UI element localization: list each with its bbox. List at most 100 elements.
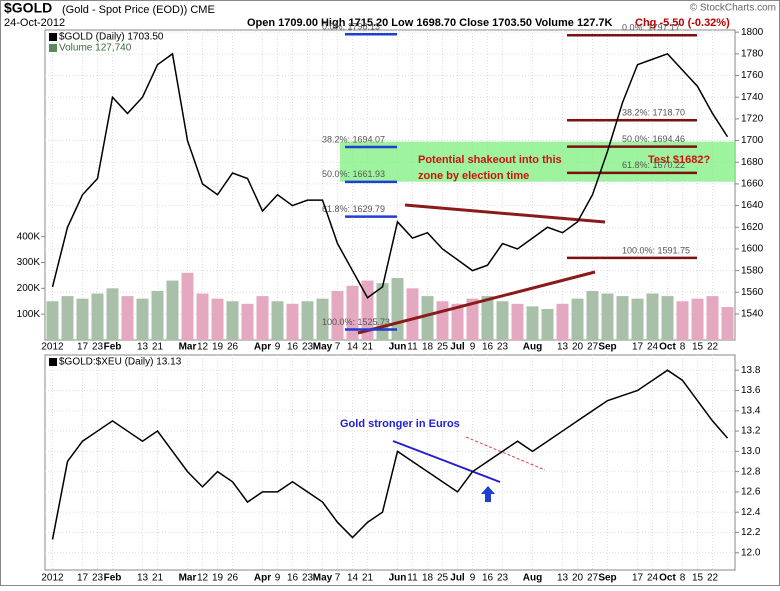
y-tick-label: 1740 bbox=[741, 92, 764, 103]
volume-bar bbox=[661, 296, 674, 340]
legend-swatch bbox=[49, 33, 57, 41]
y-tick-label: 1640 bbox=[741, 200, 764, 211]
y-tick-label: 1780 bbox=[741, 48, 764, 59]
annotation: zone by election time bbox=[418, 170, 529, 182]
x-tick-label: 14 bbox=[347, 573, 359, 584]
volume-bar bbox=[721, 307, 734, 340]
x-tick-label: 21 bbox=[362, 342, 374, 353]
fib-label: 50.0%: 1694.46 bbox=[622, 134, 685, 144]
x-tick-label: Sep bbox=[598, 573, 616, 584]
y-tick-label: 1760 bbox=[741, 70, 764, 81]
x-tick-label: 14 bbox=[347, 342, 359, 353]
price-line bbox=[51, 52, 729, 299]
x-tick-label: 17 bbox=[632, 342, 644, 353]
volume-bar bbox=[376, 283, 389, 340]
x-tick-label: 7 bbox=[335, 342, 341, 353]
y-tick-label: 12.2 bbox=[741, 527, 761, 538]
x-tick-label: 21 bbox=[152, 342, 164, 353]
legend-swatch bbox=[49, 358, 57, 366]
fib-label: 38.2%: 1694.07 bbox=[322, 134, 385, 144]
x-tick-label: Oct bbox=[659, 573, 676, 584]
legend: $GOLD:$XEU (Daily) 13.13 bbox=[59, 357, 182, 368]
volume-bar bbox=[631, 298, 644, 340]
volume-legend: Volume 127,740 bbox=[59, 43, 132, 54]
x-tick-label: 16 bbox=[287, 342, 299, 353]
fib-label: 0.0%: 1798.13 bbox=[322, 22, 380, 32]
volume-bar bbox=[196, 293, 209, 340]
volume-bar bbox=[331, 290, 344, 340]
x-tick-label: 12 bbox=[197, 573, 209, 584]
annotation: Potential shakeout into this bbox=[418, 154, 562, 166]
x-tick-label: 21 bbox=[152, 573, 164, 584]
x-tick-label: 11 bbox=[407, 342, 418, 353]
volume-bar bbox=[316, 298, 329, 340]
fib-label: 100.0%: 1591.75 bbox=[622, 245, 690, 255]
y-tick-label: 1560 bbox=[741, 287, 764, 298]
x-tick-label: Sep bbox=[598, 342, 616, 353]
x-tick-label: 9 bbox=[275, 342, 281, 353]
x-tick-label: 17 bbox=[632, 573, 644, 584]
x-tick-label: 15 bbox=[692, 342, 704, 353]
x-tick-label: 22 bbox=[707, 342, 719, 353]
y2-tick-label: 200K bbox=[17, 283, 41, 294]
x-tick-label: 26 bbox=[227, 573, 239, 584]
trendline bbox=[465, 436, 546, 471]
x-tick-label: Aug bbox=[523, 573, 542, 584]
x-tick-label: 23 bbox=[497, 573, 509, 584]
x-tick-label: Jun bbox=[389, 342, 407, 353]
trendline bbox=[404, 203, 606, 224]
watermark: © StockCharts.com bbox=[690, 3, 776, 14]
trendline bbox=[392, 440, 501, 483]
volume-bar bbox=[211, 298, 224, 340]
volume-bar bbox=[616, 296, 629, 340]
volume-bar bbox=[151, 290, 164, 340]
x-tick-label: 16 bbox=[287, 573, 299, 584]
x-tick-label: 18 bbox=[422, 342, 434, 353]
y-tick-label: 13.0 bbox=[741, 446, 761, 457]
y-tick-label: 1660 bbox=[741, 179, 764, 190]
price-line bbox=[51, 369, 729, 540]
x-tick-label: 13 bbox=[557, 573, 569, 584]
plot-frame bbox=[44, 354, 736, 571]
legend: $GOLD (Daily) 1703.50 bbox=[59, 32, 164, 43]
volume-bar bbox=[466, 298, 479, 340]
x-tick-label: 18 bbox=[422, 573, 434, 584]
x-tick-label: 19 bbox=[212, 342, 224, 353]
x-tick-label: 24 bbox=[647, 342, 659, 353]
x-tick-label: 27 bbox=[587, 342, 599, 353]
volume-bar bbox=[571, 298, 584, 340]
volume-bar bbox=[541, 309, 554, 340]
trendline bbox=[357, 270, 596, 335]
x-tick-label: 13 bbox=[137, 342, 149, 353]
volume-bar bbox=[241, 303, 254, 340]
volume-bar bbox=[511, 303, 524, 340]
zone bbox=[340, 141, 735, 182]
volume-bar bbox=[601, 293, 614, 340]
x-tick-label: 16 bbox=[482, 342, 494, 353]
volume-bar bbox=[136, 298, 149, 340]
y-tick-label: 13.2 bbox=[741, 426, 761, 437]
x-tick-label: Jul bbox=[450, 342, 465, 353]
x-tick-label: Feb bbox=[104, 342, 122, 353]
x-tick-label: Jun bbox=[389, 573, 407, 584]
y-tick-label: 1720 bbox=[741, 114, 764, 125]
description: (Gold - Spot Price (EOD)) CME bbox=[62, 4, 215, 16]
y-tick-label: 13.4 bbox=[741, 405, 761, 416]
y-tick-label: 1580 bbox=[741, 265, 764, 276]
x-tick-label: 25 bbox=[437, 573, 449, 584]
x-tick-label: 23 bbox=[497, 342, 509, 353]
x-tick-label: 26 bbox=[227, 342, 239, 353]
x-tick-label: May bbox=[313, 342, 333, 353]
x-tick-label: 9 bbox=[470, 573, 476, 584]
volume-bar bbox=[166, 280, 179, 340]
volume-bar bbox=[106, 288, 119, 340]
annotation: Test $1682? bbox=[648, 154, 710, 166]
y2-tick-label: 100K bbox=[17, 309, 41, 320]
volume-bar bbox=[436, 301, 449, 340]
y-tick-label: 1600 bbox=[741, 244, 764, 255]
x-tick-label: 17 bbox=[77, 342, 89, 353]
x-tick-label: Feb bbox=[104, 573, 122, 584]
fib-label: 61.8%: 1670.22 bbox=[622, 160, 685, 170]
